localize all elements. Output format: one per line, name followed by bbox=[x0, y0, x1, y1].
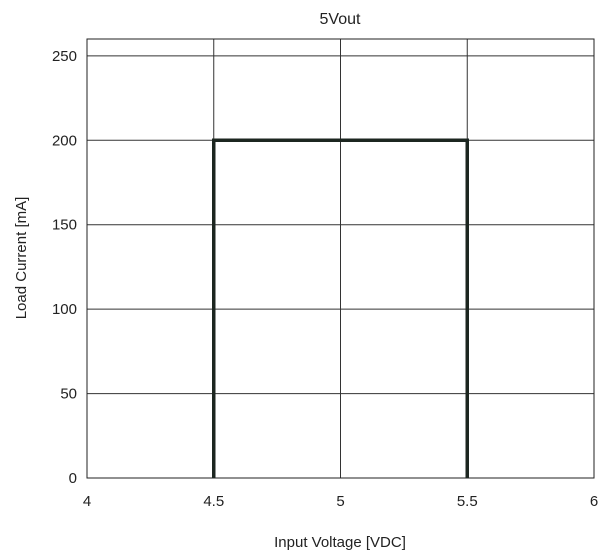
x-tick-label: 5.5 bbox=[457, 493, 478, 510]
series-line-0 bbox=[212, 138, 469, 478]
x-tick-label: 5 bbox=[336, 493, 344, 510]
plot-frame bbox=[86, 38, 595, 479]
y-tick-label: 200 bbox=[52, 132, 77, 149]
y-tick-label: 150 bbox=[52, 217, 77, 234]
x-tick-label: 6 bbox=[590, 493, 598, 510]
y-tick-labels: 0 50 100 150 200 250 bbox=[52, 48, 77, 487]
y-tick-label: 0 bbox=[69, 470, 77, 487]
grid bbox=[86, 39, 595, 479]
x-axis-title: Input Voltage [VDC] bbox=[274, 534, 406, 551]
y-tick-label: 250 bbox=[52, 48, 77, 65]
y-tick-label: 100 bbox=[52, 301, 77, 318]
y-tick-label: 50 bbox=[60, 386, 77, 403]
x-tick-label: 4 bbox=[83, 493, 91, 510]
x-tick-label: 4.5 bbox=[203, 493, 224, 510]
y-axis-title: Load Current [mA] bbox=[13, 197, 30, 320]
x-tick-labels: 4 4.5 5 5.5 6 bbox=[83, 493, 598, 510]
series-layer bbox=[212, 138, 469, 478]
chart-title: 5Vout bbox=[320, 11, 361, 28]
